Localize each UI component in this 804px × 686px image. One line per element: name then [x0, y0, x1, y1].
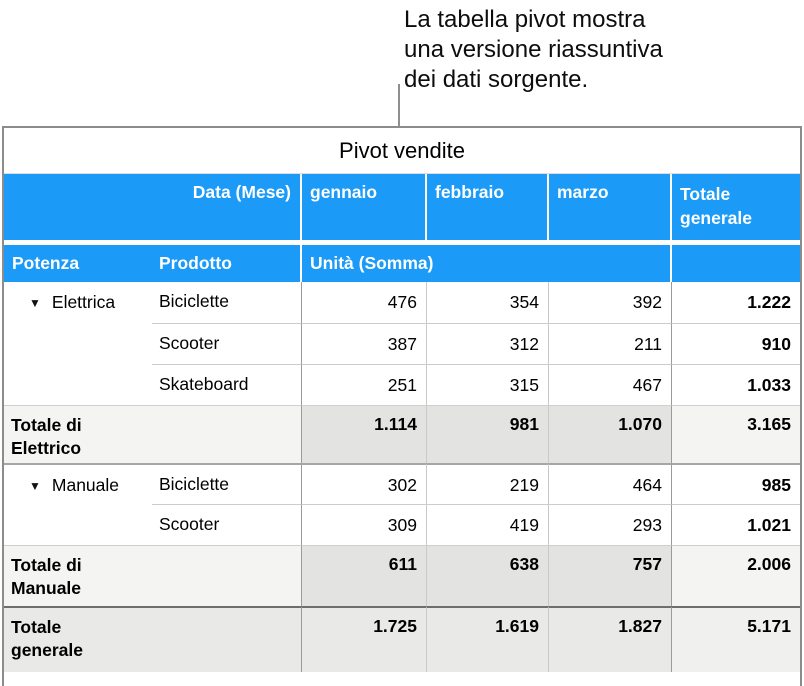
- field-header-row: Potenza Prodotto Unità (Somma): [4, 245, 800, 282]
- cell-value[interactable]: 464: [549, 463, 672, 504]
- cell-value[interactable]: 293: [549, 504, 672, 545]
- grand-total-value[interactable]: 1.827: [549, 606, 672, 672]
- cell-value[interactable]: 315: [427, 364, 549, 405]
- subtotal-label[interactable]: Totale di Manuale: [4, 545, 302, 606]
- group-label-spacer: [4, 504, 152, 545]
- disclosure-triangle-icon[interactable]: ▼: [29, 296, 41, 310]
- cell-value[interactable]: 467: [549, 364, 672, 405]
- subtotal-label-text: Totale di Elettrico: [11, 415, 82, 458]
- grand-total-label-text: Totale generale: [11, 617, 83, 660]
- cell-value[interactable]: 387: [302, 323, 427, 364]
- cell-value[interactable]: 211: [549, 323, 672, 364]
- group-name: Manuale: [51, 475, 120, 495]
- cell-value[interactable]: 419: [427, 504, 549, 545]
- header-totale-generale[interactable]: Totale generale: [672, 174, 800, 240]
- header-gap: [4, 240, 800, 245]
- cell-value[interactable]: 251: [302, 364, 427, 405]
- cell-value[interactable]: 354: [427, 282, 549, 323]
- group-label-spacer: [4, 364, 152, 405]
- header-unita-somma[interactable]: Unità (Somma): [302, 245, 672, 282]
- group-label-manuale[interactable]: ▼ Manuale: [4, 463, 152, 504]
- table-row: ▼ Elettrica Biciclette 476 354 392 1.222: [4, 282, 800, 323]
- cell-value[interactable]: 392: [549, 282, 672, 323]
- cell-value[interactable]: 309: [302, 504, 427, 545]
- row-total-value[interactable]: 1.021: [672, 504, 800, 545]
- subtotal-value[interactable]: 981: [427, 405, 549, 463]
- grand-total-label[interactable]: Totale generale: [4, 606, 302, 672]
- subtotal-row-elettrico: Totale di Elettrico 1.114 981 1.070 3.16…: [4, 405, 800, 463]
- subtotal-row-manuale: Totale di Manuale 611 638 757 2.006: [4, 545, 800, 606]
- header-prodotto[interactable]: Prodotto: [152, 245, 302, 282]
- subtotal-value[interactable]: 611: [302, 545, 427, 606]
- disclosure-triangle-icon[interactable]: ▼: [29, 479, 41, 493]
- callout-line: dei dati sorgente.: [404, 66, 589, 93]
- grand-total-value[interactable]: 1.619: [427, 606, 549, 672]
- header-potenza[interactable]: Potenza: [4, 245, 152, 282]
- row-total-value[interactable]: 1.033: [672, 364, 800, 405]
- grand-total-row: Totale generale 1.725 1.619 1.827 5.171: [4, 606, 800, 672]
- cell-value[interactable]: 302: [302, 463, 427, 504]
- row-total-value[interactable]: 1.222: [747, 292, 791, 312]
- subtotal-grand-value[interactable]: 2.006: [672, 545, 800, 606]
- row-total-value[interactable]: 910: [672, 323, 800, 364]
- callout-line: una versione riassuntiva: [404, 36, 663, 63]
- table-row: ▼ Manuale Biciclette 302 219 464 985: [4, 463, 800, 504]
- table-row: Scooter 387 312 211 910: [4, 323, 800, 364]
- cell-value[interactable]: 476: [302, 282, 427, 323]
- grand-total-sum[interactable]: 5.171: [672, 606, 800, 672]
- table-row: Skateboard 251 315 467 1.033: [4, 364, 800, 405]
- table-row: Scooter 309 419 293 1.021: [4, 504, 800, 545]
- subtotal-grand-value[interactable]: 3.165: [672, 405, 800, 463]
- subtotal-value[interactable]: 757: [549, 545, 672, 606]
- product-label[interactable]: Biciclette: [152, 463, 302, 504]
- group-label-elettrica[interactable]: ▼ Elettrica: [4, 282, 152, 323]
- header-marzo[interactable]: marzo: [549, 174, 672, 240]
- header-febbraio[interactable]: febbraio: [427, 174, 549, 240]
- group-label-spacer: [4, 323, 152, 364]
- subtotal-value[interactable]: 1.070: [549, 405, 672, 463]
- callout-leader-line: [398, 84, 400, 127]
- callout-line: La tabella pivot mostra: [404, 6, 646, 33]
- row-total-value[interactable]: 985: [672, 463, 800, 504]
- subtotal-value[interactable]: 1.114: [302, 405, 427, 463]
- product-label[interactable]: Scooter: [152, 504, 302, 545]
- subtotal-value[interactable]: 638: [427, 545, 549, 606]
- product-label[interactable]: Skateboard: [152, 364, 302, 405]
- grand-total-value[interactable]: 1.725: [302, 606, 427, 672]
- header-gennaio[interactable]: gennaio: [302, 174, 427, 240]
- column-header-row: Data (Mese) gennaio febbraio marzo Total…: [4, 174, 800, 240]
- subtotal-label[interactable]: Totale di Elettrico: [4, 405, 302, 463]
- product-label[interactable]: Biciclette: [152, 282, 302, 323]
- header-empty-cell[interactable]: [672, 245, 800, 282]
- table-title[interactable]: Pivot vendite: [339, 137, 465, 163]
- table-title-row: Pivot vendite: [4, 128, 800, 174]
- header-data-mese[interactable]: Data (Mese): [4, 174, 302, 240]
- group-name: Elettrica: [51, 292, 116, 312]
- pivot-table: Pivot vendite Data (Mese) gennaio febbra…: [2, 126, 802, 686]
- cell-value[interactable]: 219: [427, 463, 549, 504]
- cell-value[interactable]: 312: [427, 323, 549, 364]
- product-label[interactable]: Scooter: [152, 323, 302, 364]
- subtotal-label-text: Totale di Manuale: [11, 555, 82, 598]
- callout-text: La tabella pivot mostra una versione ria…: [404, 5, 663, 95]
